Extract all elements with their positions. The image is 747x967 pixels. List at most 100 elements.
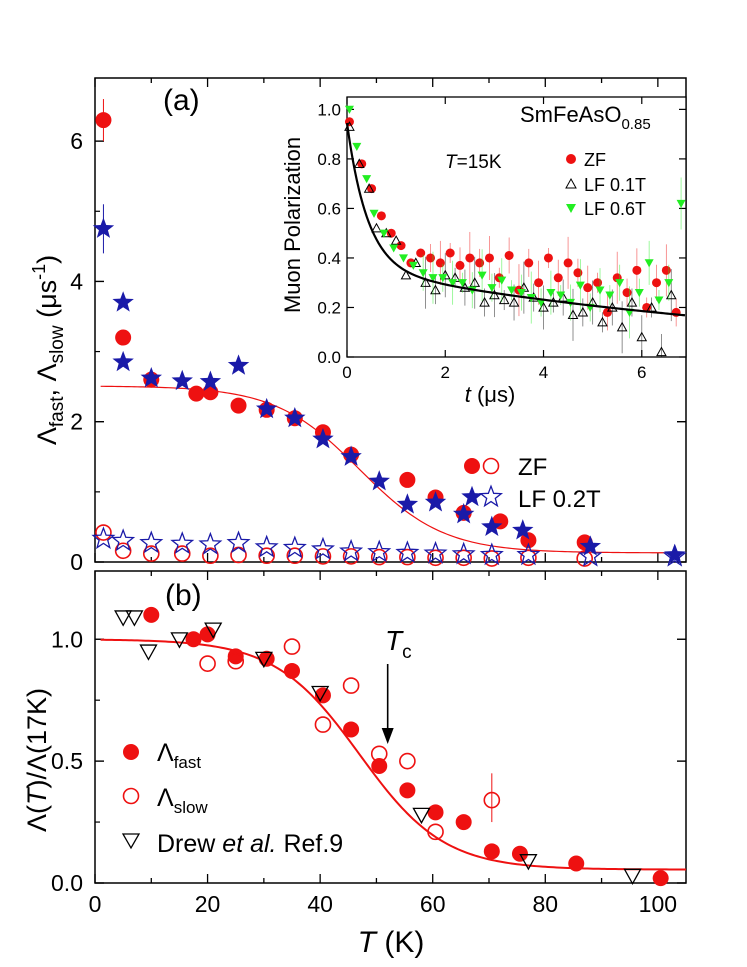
panel-b-x-axis-label: T (K) [358,926,425,959]
inset-data-point [602,307,612,317]
data-point [226,530,251,554]
data-point [664,543,686,565]
legend-star [478,484,504,508]
inset-data-point [563,258,573,268]
panel-b: 0.0 0.5 1.0 0 20 40 60 80 100 (b) Λ(T)/Λ(17K) T … [22,570,687,959]
data-point [367,539,392,563]
data-point [139,644,158,661]
inset-data-point [475,258,485,268]
data-point [396,493,419,514]
inset-y-tick-label: 0.0 [317,348,341,367]
data-point [185,631,202,648]
legend-slow-label: Λslow [157,784,208,817]
inset-data-point [634,289,644,298]
data-point [483,791,501,809]
inset-data-point [577,306,589,317]
y-tick-label: 0 [70,549,83,575]
panel-a-label: (a) [163,84,200,117]
data-point [339,538,364,562]
inset-data-point [534,278,544,288]
inset-data-point [376,211,386,221]
x-tick-label: 20 [195,891,221,917]
inset-data-point [508,296,520,307]
data-point [412,807,431,825]
inset-data-point [636,331,648,342]
legend-drew-label: Drew et al. Ref.9 [157,830,343,858]
y-tick-label: 6 [70,128,83,154]
data-point [258,547,275,565]
data-point [516,542,541,566]
data-point [423,540,448,564]
legend-slow-marker [122,787,140,805]
inset-data-point [497,276,507,285]
inset-data-point [507,286,517,295]
data-point [512,519,534,540]
inset-data-point [386,228,396,238]
data-point [314,716,332,733]
inset-data-point [371,222,382,233]
data-point [424,491,447,512]
data-point [483,550,501,567]
inset-data-point [644,259,654,268]
inset-legend: ZF LF 0.1T LF 0.6T [565,150,646,219]
data-point [427,823,444,841]
legend-fast-label: Λfast [157,739,201,772]
data-point [511,845,528,862]
inset-data-point [597,316,608,327]
data-point [519,854,538,871]
data-point [227,648,244,665]
data-point [623,868,642,886]
inset-data-point [504,250,514,260]
y-tick-label: 1.0 [51,626,83,652]
inset-data-point [484,253,494,263]
inset-fit-line [345,122,686,317]
inset-data-point [664,279,674,288]
panel-b-y-axis-label: Λ(T)/Λ(17K) [22,688,52,832]
data-point [254,534,279,558]
inset-x-tick-label: 6 [637,363,646,382]
inset-data-point [656,346,667,357]
data-point [370,745,388,763]
inset-data-point [352,142,362,152]
data-point [114,610,133,627]
data-point [283,638,301,655]
inset-data-point [479,296,490,307]
inset-y-tick-label: 0.6 [317,199,341,218]
data-point [368,470,390,491]
inset-legend-lf06-label: LF 0.6T [584,199,646,219]
inset-data-point [652,278,662,288]
data-point [202,384,219,401]
inset-ticks: 0.0 0.2 0.4 0.6 0.8 1.0 0 2 4 6 [317,97,686,382]
data-point [578,543,603,567]
data-point [427,804,444,821]
inset-data-point [546,289,556,298]
data-point [284,406,306,428]
data-point [199,655,216,672]
data-point [258,650,275,667]
inset-data-point [536,298,546,308]
data-point [125,610,144,627]
legend-zf-slow-marker [482,457,500,475]
inset-data-point [575,281,585,290]
inset-data-point [353,158,365,168]
data-point [455,814,472,831]
inset-y-tick-label: 0.8 [317,150,341,169]
inset-legend-zf-marker [566,154,576,164]
data-point [284,662,300,679]
panel-a-legend: ZF LF 0.2T [461,454,601,513]
inset-legend-lf01-marker [565,177,577,189]
inset-data-point [593,278,603,288]
legend-lf-fast-marker [461,485,483,507]
data-point [255,397,278,419]
data-point [114,542,132,560]
data-point [170,531,195,555]
inset-data-point [622,288,632,298]
x-tick-label: 0 [89,891,102,917]
data-point [399,548,416,566]
data-point [371,758,388,774]
inset-data-point [369,209,379,218]
inset-data-point [616,321,628,332]
inset-y-axis-label: Muon Polarization [280,137,305,313]
data-point [399,752,416,770]
